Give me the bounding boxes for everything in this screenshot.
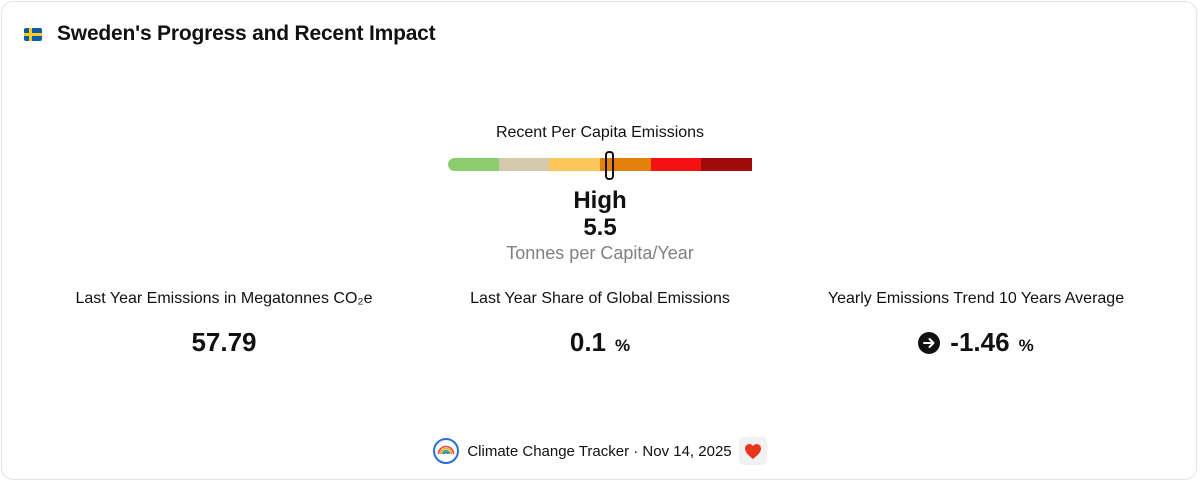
gauge-segment-1 [448, 158, 499, 171]
stat-emissions-value-row: 57.79 [24, 327, 424, 357]
stat-trend-value-row: -1.46 % [776, 327, 1176, 361]
stat-trend-value: -1.46 [950, 327, 1010, 357]
arrow-right-circle-icon [918, 332, 941, 354]
stat-emissions-label: Last Year Emissions in Megatonnes CO₂e [75, 290, 373, 307]
card-header: Sweden's Progress and Recent Impact [24, 20, 436, 48]
stat-emissions-value: 57.79 [191, 327, 257, 357]
gauge-unit: Tonnes per Capita/Year [506, 243, 694, 263]
stat-emissions: Last Year Emissions in Megatonnes CO₂e 5… [24, 287, 424, 357]
stats-row: Last Year Emissions in Megatonnes CO₂e 5… [0, 287, 1200, 367]
heart-icon [744, 443, 761, 459]
like-button[interactable] [738, 437, 767, 465]
stat-trend: Yearly Emissions Trend 10 Years Average … [776, 287, 1176, 361]
footer-text[interactable]: Climate Change Tracker · Nov 14, 2025 [467, 442, 732, 460]
stat-share-unit: % [615, 336, 631, 355]
stat-share-label: Last Year Share of Global Emissions [470, 290, 730, 307]
gauge-label: Recent Per Capita Emissions [495, 124, 705, 141]
stat-share-value-row: 0.1 % [400, 327, 800, 361]
gauge-bar [448, 151, 753, 180]
stat-share-value: 0.1 [569, 327, 607, 357]
gauge-value: 5.5 [583, 214, 617, 241]
gauge-marker [605, 151, 615, 180]
gauge-segment-3 [549, 158, 601, 171]
gauge-level: High [573, 187, 627, 214]
gauge-segment-6 [701, 158, 753, 171]
climate-change-tracker-logo-icon[interactable] [433, 438, 460, 464]
sweden-flag-icon [24, 27, 42, 41]
footer: Climate Change Tracker · Nov 14, 2025 [0, 436, 1200, 466]
gauge-segment-5 [650, 158, 702, 171]
per-capita-gauge: Recent Per Capita Emissions High 5.5 Ton… [0, 122, 1200, 265]
gauge-segment-2 [498, 158, 550, 171]
stat-share: Last Year Share of Global Emissions 0.1 … [400, 287, 800, 361]
stat-trend-label: Yearly Emissions Trend 10 Years Average [827, 290, 1125, 307]
card-title: Sweden's Progress and Recent Impact [57, 22, 436, 45]
stat-trend-unit: % [1018, 336, 1034, 355]
